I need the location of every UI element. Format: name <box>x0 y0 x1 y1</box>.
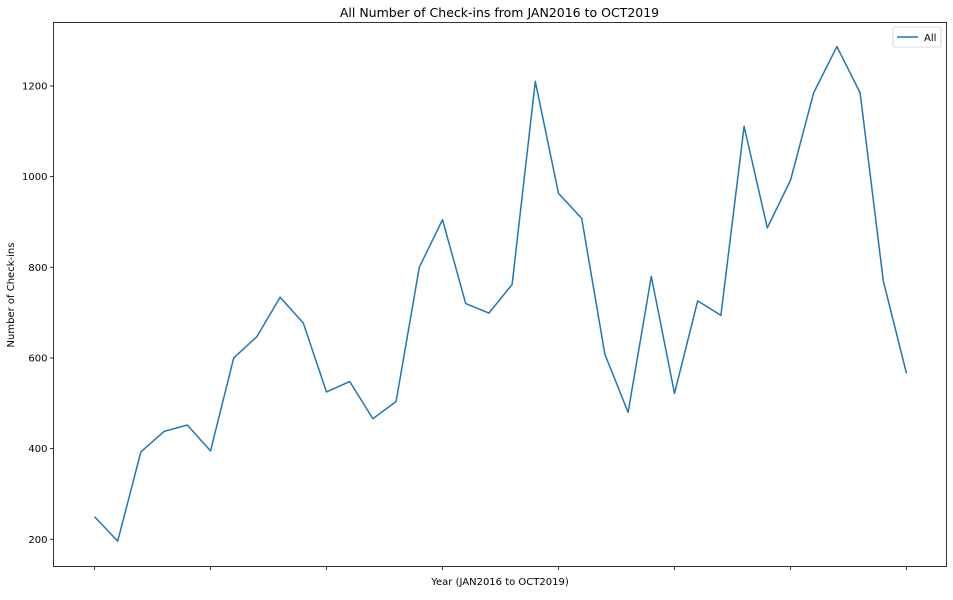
data-point <box>533 79 537 83</box>
plot-area <box>53 22 947 567</box>
y-tick-label: 400 <box>28 444 47 455</box>
legend-label: All <box>924 33 936 44</box>
series-layer <box>93 45 909 543</box>
y-tick-label: 600 <box>28 353 47 364</box>
data-point <box>209 449 213 453</box>
data-point <box>789 178 793 182</box>
data-point <box>905 371 909 375</box>
data-point <box>325 390 329 394</box>
data-point <box>162 429 166 433</box>
data-point <box>371 417 375 421</box>
data-point <box>557 191 561 195</box>
data-point <box>580 216 584 220</box>
data-point <box>858 91 862 95</box>
y-axis: 200 400 600 800 1000 1200 <box>22 81 54 546</box>
data-point <box>278 295 282 299</box>
data-point <box>673 391 677 395</box>
data-point <box>139 450 143 454</box>
data-point <box>441 218 445 222</box>
data-point <box>417 265 421 269</box>
data-point <box>93 515 97 519</box>
data-point <box>116 539 120 543</box>
data-point <box>812 91 816 95</box>
data-point <box>185 423 189 427</box>
y-tick-label: 800 <box>28 263 47 274</box>
data-point <box>394 399 398 403</box>
data-point <box>464 302 468 306</box>
x-axis <box>94 566 907 570</box>
data-point <box>603 352 607 356</box>
data-point <box>742 124 746 128</box>
legend: All <box>892 26 942 48</box>
data-point <box>510 283 514 287</box>
data-point <box>232 356 236 360</box>
data-point <box>719 313 723 317</box>
data-point <box>765 226 769 230</box>
y-tick-label: 1200 <box>22 81 47 92</box>
data-point <box>881 279 885 283</box>
data-point <box>835 45 839 49</box>
chart-title: All Number of Check-ins from JAN2016 to … <box>340 5 659 20</box>
data-point <box>301 321 305 325</box>
data-point <box>696 299 700 303</box>
x-axis-label: Year (JAN2016 to OCT2019) <box>430 577 569 588</box>
data-point <box>649 274 653 278</box>
y-tick-label: 200 <box>28 535 47 546</box>
y-axis-label: Number of Check-ins <box>6 243 17 348</box>
series-line-all <box>93 45 908 542</box>
data-point <box>626 410 630 414</box>
data-point <box>487 311 491 315</box>
data-point <box>348 380 352 384</box>
y-tick-label: 1000 <box>22 172 47 183</box>
data-point <box>255 335 259 339</box>
